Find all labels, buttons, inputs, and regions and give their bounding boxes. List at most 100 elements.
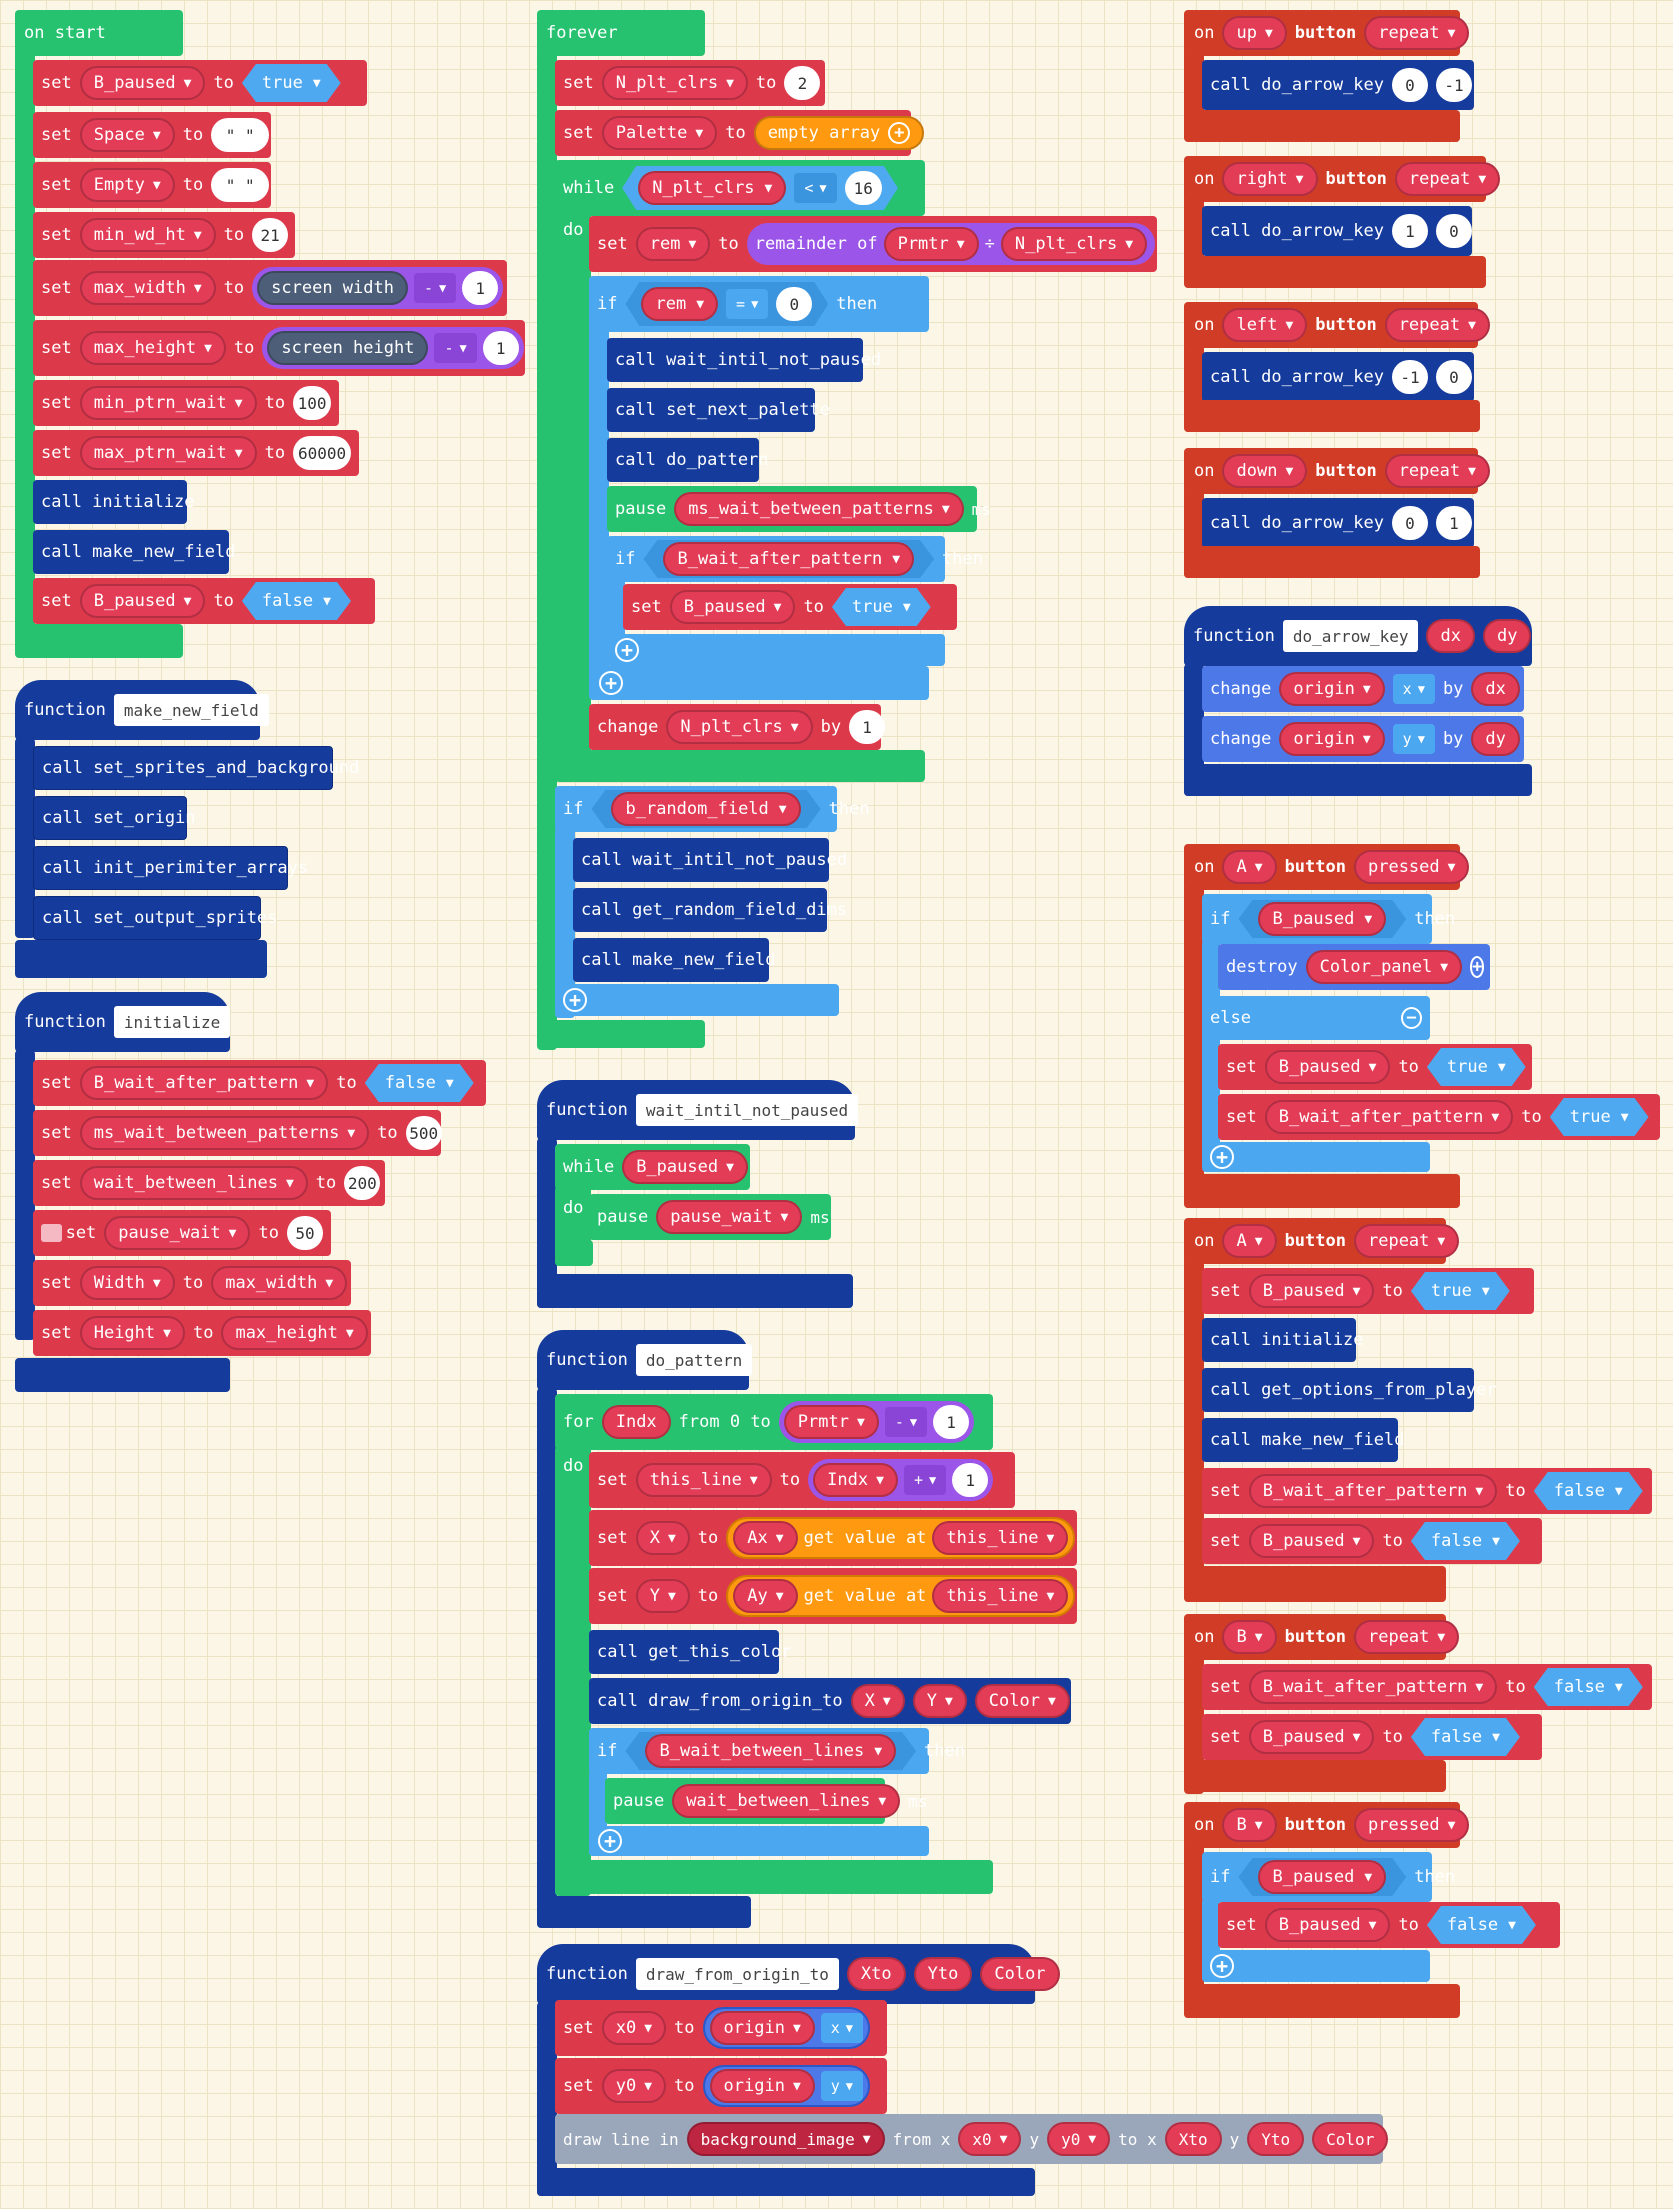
var-dropdown[interactable]: B_wait_after_pattern ▼	[1264, 1100, 1514, 1134]
number-input[interactable]: -1	[1392, 360, 1428, 394]
var-dropdown[interactable]: B_paused ▼	[1264, 1050, 1391, 1084]
var-reporter[interactable]: Indx ▼	[813, 1463, 898, 1497]
set-width-row[interactable]: set Width ▼ to max_width ▼	[33, 1260, 351, 1306]
set-b-paused-true-row[interactable]: set B_paused ▼ to true ▼	[1202, 1268, 1534, 1314]
set-rem-row[interactable]: set rem ▼ to remainder of Prmtr ▼ ÷ N_plt_…	[589, 216, 1157, 272]
bool-dropdown[interactable]: false ▼	[242, 582, 351, 620]
array-get-value[interactable]: Ax ▼ get value at this_line ▼	[726, 1517, 1076, 1559]
call-do-arrow-key[interactable]: call do_arrow_key 0 1	[1202, 498, 1474, 548]
param-dy[interactable]: dy	[1482, 619, 1532, 653]
set-palette-row[interactable]: set Palette ▼ to empty array +	[555, 110, 925, 156]
var-dropdown[interactable]: B_paused ▼	[1258, 1860, 1386, 1894]
property-dropdown[interactable]: x ▼	[1392, 674, 1435, 704]
number-input[interactable]: 1	[933, 1405, 970, 1439]
set-b-paused-false-row[interactable]: set B_paused ▼ to false ▼	[33, 578, 375, 624]
bool-dropdown[interactable]: true ▼	[832, 588, 931, 626]
event-header[interactable]: on A ▼ button repeat ▼	[1184, 1218, 1460, 1264]
param-color[interactable]: Color	[980, 1957, 1060, 1991]
key-dropdown[interactable]: A ▼	[1222, 1224, 1277, 1258]
param-dx[interactable]: dx	[1426, 619, 1475, 653]
var-dropdown[interactable]: B_wait_after_pattern ▼	[1248, 1670, 1498, 1704]
set-space-row[interactable]: set Space ▼ to " "	[33, 112, 271, 158]
minus-operation[interactable]: Prmtr ▼ - ▼ 1	[778, 1401, 975, 1443]
bool-dropdown[interactable]: false ▼	[1411, 1718, 1520, 1756]
set-b-paused-false-row[interactable]: set B_paused ▼ to false ▼	[1202, 1714, 1542, 1760]
number-input[interactable]: 1	[482, 331, 519, 365]
var-reporter[interactable]: max_width ▼	[211, 1266, 348, 1300]
set-empty-row[interactable]: set Empty ▼ to " "	[33, 162, 271, 208]
param-reporter[interactable]: Yto	[1247, 2122, 1305, 2156]
operator-dropdown[interactable]: - ▼	[413, 273, 457, 303]
event-header[interactable]: on right ▼ button repeat ▼	[1184, 156, 1501, 202]
call-set-output-sprites[interactable]: call set_output_sprites	[33, 896, 277, 940]
number-input[interactable]: 60000	[293, 436, 351, 470]
pause-row[interactable]: pause pause_wait ▼ ms	[589, 1194, 831, 1240]
number-input[interactable]: 16	[845, 171, 882, 205]
number-input[interactable]: 0	[776, 287, 812, 321]
sprite-var[interactable]: origin ▼	[1279, 722, 1385, 756]
var-dropdown[interactable]: rem ▼	[635, 227, 711, 261]
var-dropdown[interactable]: Height ▼	[79, 1316, 185, 1350]
event-header[interactable]: on B ▼ button repeat ▼	[1184, 1614, 1460, 1660]
if-b-paused-header[interactable]: if B_paused ▼ then	[1202, 894, 1455, 944]
sprite-property[interactable]: origin ▼ x ▼	[702, 2007, 871, 2049]
sprite-var[interactable]: origin ▼	[709, 2011, 815, 2045]
event-header[interactable]: on left ▼ button repeat ▼	[1184, 302, 1490, 348]
function-name-field[interactable]: draw_from_origin_to	[635, 1958, 839, 1990]
bool-dropdown[interactable]: true ▼	[1550, 1098, 1649, 1136]
event-header[interactable]: on B ▼ button pressed ▼	[1184, 1802, 1470, 1848]
number-input[interactable]: 100	[293, 386, 331, 420]
var-dropdown[interactable]: N_plt_clrs ▼	[638, 171, 786, 205]
arg-x[interactable]: X ▼	[850, 1684, 905, 1718]
var-dropdown[interactable]: X ▼	[635, 1521, 690, 1555]
string-input[interactable]: " "	[211, 118, 270, 152]
param-reporter[interactable]: dy	[1471, 722, 1520, 756]
var-dropdown[interactable]: B_wait_after_pattern ▼	[663, 542, 914, 576]
key-dropdown[interactable]: A ▼	[1222, 850, 1277, 884]
var-dropdown[interactable]: Y ▼	[635, 1579, 690, 1613]
add-icon[interactable]: +	[888, 122, 911, 144]
set-wait-after-pattern-row[interactable]: set B_wait_after_pattern ▼ to false ▼	[1202, 1468, 1652, 1514]
property-dropdown[interactable]: x ▼	[820, 2013, 864, 2043]
set-ms-wait-row[interactable]: set ms_wait_between_patterns ▼ to 500	[33, 1110, 442, 1156]
set-b-paused-true-row[interactable]: set B_paused ▼ to true ▼	[623, 584, 957, 630]
call-initialize[interactable]: call initialize	[1202, 1318, 1364, 1362]
function-name-field[interactable]: do_pattern	[635, 1344, 753, 1376]
change-origin-x[interactable]: change origin ▼ x ▼ by dx	[1202, 666, 1524, 712]
var-dropdown[interactable]: N_plt_clrs ▼	[601, 66, 748, 100]
var-reporter[interactable]: Ay ▼	[733, 1579, 798, 1613]
bool-dropdown[interactable]: true ▼	[1411, 1272, 1510, 1310]
number-input[interactable]: 21	[252, 218, 289, 252]
var-dropdown[interactable]: B_paused ▼	[79, 584, 206, 618]
call-do-arrow-key[interactable]: call do_arrow_key -1 0	[1202, 352, 1474, 402]
array-get-value[interactable]: Ay ▼ get value at this_line ▼	[726, 1575, 1076, 1617]
comment-icon[interactable]	[41, 1224, 62, 1242]
call-do-arrow-key[interactable]: call do_arrow_key 1 0	[1202, 206, 1472, 256]
bool-condition[interactable]: B_wait_after_pattern ▼	[643, 540, 934, 578]
event-header[interactable]: on up ▼ button repeat ▼	[1184, 10, 1470, 56]
compare-condition[interactable]: rem ▼ = ▼ 0	[625, 282, 828, 326]
number-input[interactable]: 0	[1392, 506, 1428, 540]
var-dropdown[interactable]: Empty ▼	[79, 168, 175, 202]
var-reporter[interactable]: max_height ▼	[221, 1316, 368, 1350]
set-x-row[interactable]: set X ▼ to Ax ▼ get value at this_line ▼	[589, 1510, 1077, 1566]
function-header[interactable]: function do_pattern	[537, 1330, 753, 1390]
mode-dropdown[interactable]: repeat ▼	[1353, 1224, 1460, 1258]
bool-dropdown[interactable]: true ▼	[242, 64, 341, 102]
set-min-wd-ht-row[interactable]: set min_wd_ht ▼ to 21	[33, 212, 295, 258]
property-dropdown[interactable]: y ▼	[820, 2071, 864, 2101]
var-dropdown[interactable]: min_ptrn_wait ▼	[79, 386, 257, 420]
draw-line-row[interactable]: draw line in background_image ▼ from x x0…	[555, 2114, 1389, 2164]
var-reporter[interactable]: ms_wait_between_patterns ▼	[674, 492, 964, 526]
call-wait-not-paused[interactable]: call wait_intil_not_paused	[573, 838, 847, 882]
function-header[interactable]: function draw_from_origin_to Xto Yto Col…	[537, 1944, 1060, 2004]
sprite-var[interactable]: origin ▼	[709, 2069, 815, 2103]
sprite-var[interactable]: Color_panel ▼	[1305, 950, 1463, 984]
var-reporter[interactable]: N_plt_clrs ▼	[1000, 227, 1148, 261]
arg-y[interactable]: Y ▼	[912, 1684, 967, 1718]
call-get-random-field-dims[interactable]: call get_random_field_dims	[573, 888, 847, 932]
remainder-operation[interactable]: remainder of Prmtr ▼ ÷ N_plt_clrs ▼	[746, 223, 1156, 265]
event-header[interactable]: on down ▼ button repeat ▼	[1184, 448, 1490, 494]
for-loop-header[interactable]: for Indx from 0 to Prmtr ▼ - ▼ 1	[555, 1394, 993, 1450]
bool-dropdown[interactable]: false ▼	[1411, 1522, 1520, 1560]
